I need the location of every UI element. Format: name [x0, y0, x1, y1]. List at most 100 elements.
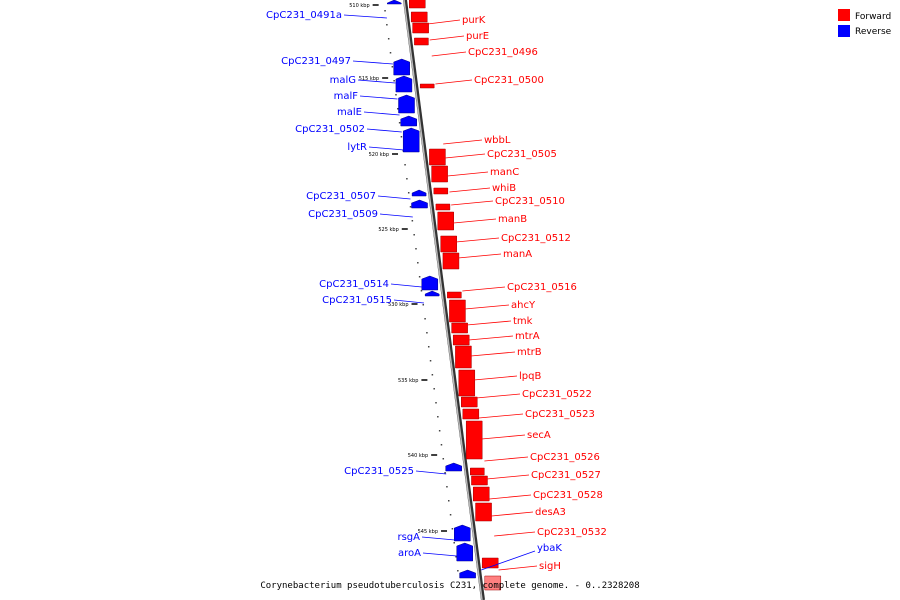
forward-label-leader [494, 531, 536, 537]
forward-gene-label: CpC231_0510 [495, 196, 565, 207]
track-dot [422, 304, 425, 306]
forward-gene-label: CpC231_0526 [530, 452, 600, 463]
track-dot [387, 38, 390, 40]
reverse-gene-label: CpC231_0497 [281, 56, 351, 67]
forward-label-leader [455, 237, 500, 243]
tick-label: 540 kbp [408, 453, 428, 459]
forward-gene-label: CpC231_0496 [468, 47, 538, 58]
forward-gene-label: CpC231_0522 [522, 389, 592, 400]
forward-gene-label: CpC231_0523 [525, 409, 595, 420]
forward-label-leader [462, 286, 506, 292]
track-dot [427, 346, 430, 348]
track-dot [451, 528, 454, 530]
forward-label-leader [491, 511, 534, 517]
forward-label-leader [466, 320, 512, 326]
reverse-gene-label: CpC231_0502 [295, 124, 365, 135]
forward-gene-block [462, 408, 480, 420]
track-dot [442, 458, 445, 460]
forward-gene-block [447, 291, 462, 299]
forward-gene-label: wbbL [484, 135, 511, 146]
tick-label: 530 kbp [388, 302, 408, 308]
reverse-label-leader [422, 552, 457, 557]
reverse-gene-label: lytR [347, 142, 367, 153]
reverse-label-leader [393, 299, 425, 304]
reverse-label-leader [390, 283, 422, 288]
genome-backbone-highlight [403, 0, 483, 600]
forward-gene-block [409, 0, 426, 9]
tick-label: 520 kbp [369, 152, 389, 158]
forward-gene-label: whiB [492, 183, 516, 194]
forward-label-leader [484, 456, 529, 462]
forward-gene-block [449, 299, 466, 323]
reverse-gene-block [459, 569, 476, 579]
track-dot [444, 472, 446, 474]
track-dot [389, 52, 392, 54]
tick-label: 525 kbp [378, 227, 398, 233]
reverse-label-leader [343, 14, 387, 19]
reverse-gene-block [424, 290, 440, 297]
forward-gene-block [484, 575, 502, 591]
forward-gene-label: manC [490, 167, 519, 178]
track-dot [417, 262, 419, 264]
track-dot [424, 318, 426, 320]
forward-gene-block [472, 486, 490, 502]
forward-gene-block [455, 345, 472, 369]
forward-gene-label: tmk [513, 316, 533, 327]
legend: Forward Reverse [838, 9, 892, 37]
forward-gene-block [419, 83, 435, 89]
track-dot [449, 514, 452, 516]
tick-label: 545 kbp [418, 529, 438, 535]
legend-reverse-swatch [838, 25, 850, 37]
forward-gene-label: purE [466, 31, 489, 42]
forward-label-leader [431, 51, 467, 57]
forward-gene-label: manB [498, 214, 527, 225]
forward-label-leader [451, 200, 494, 206]
forward-label-leader [473, 375, 518, 381]
forward-label-leader [476, 393, 521, 399]
reverse-label-leader [415, 470, 447, 475]
reverse-label-leader [368, 146, 405, 151]
track-dot [411, 220, 414, 222]
reverse-gene-label: CpC231_0525 [344, 466, 414, 477]
forward-label-leader [468, 335, 514, 341]
forward-gene-block [429, 148, 446, 166]
forward-label-leader [481, 434, 526, 440]
forward-gene-label: desA3 [535, 507, 566, 518]
forward-label-leader [478, 413, 524, 419]
forward-label-leader [447, 171, 489, 177]
track-dot [418, 276, 421, 278]
reverse-gene-label: malE [337, 107, 362, 118]
track-dot [420, 290, 423, 292]
forward-gene-block [458, 369, 476, 397]
forward-label-leader [453, 218, 497, 224]
reverse-label-leader [421, 536, 455, 541]
forward-gene-block [414, 37, 429, 46]
track-dot [393, 80, 395, 82]
reverse-gene-block [400, 115, 417, 127]
track-dot [407, 192, 410, 194]
reverse-label-leader [366, 128, 402, 133]
forward-gene-block [475, 502, 492, 522]
forward-label-leader [470, 351, 516, 357]
forward-gene-label: CpC231_0527 [531, 470, 601, 481]
forward-gene-block [461, 396, 478, 408]
forward-gene-label: CpC231_0505 [487, 149, 557, 160]
forward-gene-label: CpC231_0532 [537, 527, 607, 538]
forward-label-leader [449, 187, 491, 193]
reverse-gene-label: aroA [398, 548, 421, 559]
track-dot [437, 416, 439, 418]
track-dot [438, 430, 441, 432]
reverse-gene-block [387, 0, 402, 5]
track-dot [429, 360, 432, 362]
reverse-gene-block [456, 542, 474, 562]
forward-gene-label: secA [527, 430, 551, 441]
track-dot [404, 164, 406, 166]
forward-label-leader [443, 139, 483, 145]
track-dot [453, 542, 455, 544]
track-dot [431, 374, 434, 376]
track-dot [433, 388, 435, 390]
track-dot [386, 24, 388, 26]
track-dot [384, 10, 386, 12]
reverse-gene-label: rsgA [397, 532, 420, 543]
track-dot [395, 94, 397, 96]
